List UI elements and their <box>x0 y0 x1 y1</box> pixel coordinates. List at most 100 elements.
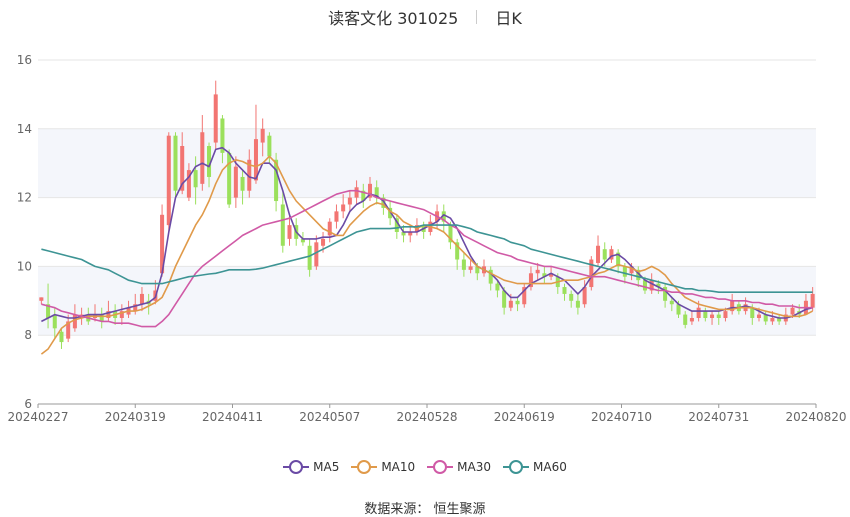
candlestick <box>455 238 460 270</box>
candle-body <box>716 314 721 318</box>
data-source: 数据来源： 恒生聚源 <box>364 502 486 517</box>
legend-label-ma5: MA5 <box>313 460 340 474</box>
candle-body <box>622 266 627 277</box>
candle-body <box>334 211 339 222</box>
candlestick <box>562 283 567 301</box>
grid-lines <box>38 59 816 405</box>
candlestick <box>193 156 198 205</box>
y-tick-label: 6 <box>24 397 32 411</box>
candle-body <box>629 266 634 274</box>
period-label[interactable]: 日K <box>495 9 522 28</box>
candlestick <box>777 314 782 325</box>
candle-body <box>522 287 527 305</box>
candle-body <box>240 176 245 191</box>
candlestick <box>408 225 413 243</box>
candle-body <box>696 307 701 318</box>
candlestick <box>535 262 540 281</box>
candle-body <box>582 287 587 305</box>
candlestick <box>421 221 426 239</box>
candlestick <box>763 311 768 325</box>
candlestick <box>495 280 500 298</box>
legend-item-ma30[interactable]: MA30 <box>427 460 491 474</box>
plot-band <box>38 128 816 198</box>
candle-body <box>52 314 57 329</box>
candlestick <box>200 115 205 191</box>
candle-body <box>448 225 453 243</box>
candlestick <box>689 311 694 325</box>
candle-body <box>609 249 614 260</box>
candlestick <box>669 297 674 312</box>
x-tick-label: 20240227 <box>7 410 68 424</box>
y-tick-label: 16 <box>17 53 32 67</box>
stock-title: 读客文化 301025 <box>328 9 459 28</box>
candle-body <box>488 269 493 284</box>
legend-item-ma60[interactable]: MA60 <box>503 460 567 474</box>
x-tick-label: 20240820 <box>785 410 846 424</box>
title-separator <box>476 10 478 24</box>
candlestick <box>374 180 379 205</box>
candle-body <box>669 300 674 305</box>
legend: MA5 MA10 MA30 MA60 <box>0 457 850 477</box>
candle-body <box>280 204 285 246</box>
candle-body <box>180 146 185 191</box>
candle-body <box>213 94 218 143</box>
candle-body <box>770 318 775 322</box>
legend-label-ma30: MA30 <box>457 460 492 474</box>
candle-body <box>777 318 782 322</box>
candle-body <box>300 238 305 243</box>
candlestick <box>448 221 453 250</box>
candle-body <box>495 283 500 291</box>
candle-body <box>649 280 654 291</box>
candle-body <box>441 211 446 222</box>
x-tick-label: 20240507 <box>299 410 360 424</box>
candlestick <box>683 311 688 329</box>
candle-body <box>562 287 567 294</box>
candle-body <box>710 314 715 318</box>
candlestick <box>616 249 621 274</box>
candlestick <box>173 132 178 198</box>
candle-body <box>119 311 124 318</box>
candle-body <box>193 170 198 188</box>
candlestick <box>596 235 601 267</box>
legend-label-ma10: MA10 <box>381 460 416 474</box>
candle-body <box>810 293 815 308</box>
candle-body <box>233 166 238 198</box>
candlestick <box>186 163 191 202</box>
candle-body <box>756 314 762 318</box>
legend-item-ma10[interactable]: MA10 <box>351 460 415 474</box>
candle-body <box>515 300 520 305</box>
legend-item-ma5[interactable]: MA5 <box>283 460 339 474</box>
candlestick <box>240 170 245 205</box>
candlestick <box>542 266 547 284</box>
candle-body <box>227 152 232 205</box>
candle-body <box>763 314 768 322</box>
candlestick <box>52 307 57 339</box>
legend-label-ma60: MA60 <box>533 460 567 474</box>
y-tick-label: 10 <box>17 259 32 273</box>
candle-body <box>139 293 144 305</box>
candle-body <box>468 266 473 270</box>
candlestick <box>488 266 493 291</box>
candlestick <box>233 156 238 208</box>
candle-body <box>173 135 178 191</box>
candle-body <box>220 118 225 153</box>
candlestick <box>166 132 171 232</box>
candlestick <box>99 307 104 329</box>
candle-body <box>46 304 51 318</box>
candlestick <box>367 176 373 202</box>
candle-body <box>676 304 681 315</box>
series-line-ma5 <box>41 146 813 323</box>
y-tick-label: 12 <box>17 191 32 205</box>
candle-body <box>160 214 165 274</box>
candle-body <box>347 197 352 205</box>
candle-body <box>535 269 540 274</box>
series-line-ma60 <box>41 224 813 294</box>
candlestick <box>327 218 332 243</box>
candlestick <box>569 290 574 308</box>
candle-body <box>133 304 138 312</box>
legend-marker-ma30 <box>427 460 454 474</box>
candle-body <box>247 159 252 191</box>
candlestick <box>59 328 64 349</box>
candle-body <box>549 273 554 277</box>
